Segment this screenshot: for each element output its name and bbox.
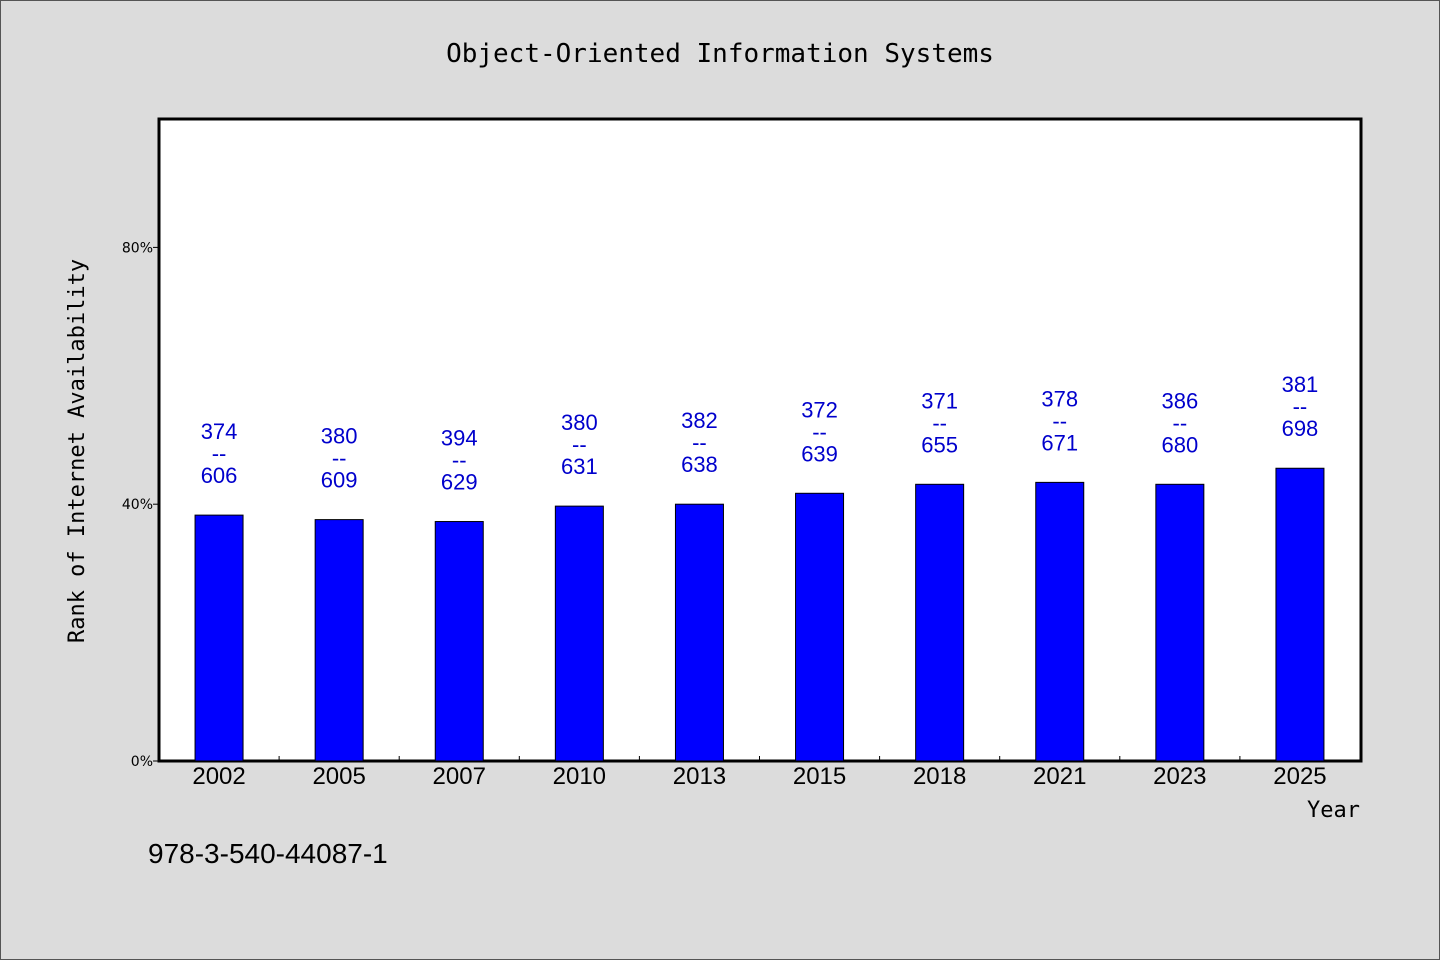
data-label: 655 bbox=[921, 432, 958, 457]
x-tick-label: 2007 bbox=[433, 763, 486, 790]
y-tick-label: 40% bbox=[122, 497, 153, 513]
data-label: -- bbox=[212, 441, 227, 466]
x-tick-label: 2018 bbox=[913, 763, 966, 790]
data-label: -- bbox=[332, 446, 347, 471]
data-label: 698 bbox=[1282, 416, 1319, 441]
data-label: 606 bbox=[201, 463, 238, 488]
data-label: 371 bbox=[921, 388, 958, 413]
data-label: -- bbox=[812, 419, 827, 444]
data-label: 629 bbox=[441, 470, 478, 495]
bar bbox=[554, 505, 604, 762]
data-label: 381 bbox=[1282, 372, 1319, 397]
data-label: -- bbox=[1293, 394, 1308, 419]
data-label: 386 bbox=[1161, 388, 1198, 413]
data-label: 631 bbox=[561, 454, 598, 479]
x-tick-label: 2010 bbox=[553, 763, 606, 790]
bar bbox=[795, 492, 845, 762]
data-label: 609 bbox=[321, 468, 358, 493]
bar bbox=[674, 503, 724, 762]
x-tick-label: 2013 bbox=[673, 763, 726, 790]
data-label: 394 bbox=[441, 426, 478, 451]
y-tick-label: 0% bbox=[131, 754, 153, 770]
data-label: 638 bbox=[681, 452, 718, 477]
data-label: 372 bbox=[801, 397, 838, 422]
data-label: 680 bbox=[1161, 432, 1198, 457]
data-label: 382 bbox=[681, 408, 718, 433]
x-tick-label: 2023 bbox=[1153, 763, 1206, 790]
data-label: -- bbox=[1173, 410, 1188, 435]
bar bbox=[1155, 483, 1205, 762]
x-tick-label: 2025 bbox=[1273, 763, 1326, 790]
data-label: 374 bbox=[201, 419, 238, 444]
bar bbox=[194, 514, 244, 762]
bar bbox=[915, 483, 965, 762]
data-label: -- bbox=[932, 410, 947, 435]
data-label: -- bbox=[692, 430, 707, 455]
x-tick-label: 2015 bbox=[793, 763, 846, 790]
data-label: 671 bbox=[1041, 430, 1078, 455]
data-label: 380 bbox=[561, 410, 598, 435]
bar bbox=[1035, 481, 1085, 762]
data-label: 639 bbox=[801, 441, 838, 466]
data-label: -- bbox=[572, 432, 587, 457]
data-label: 380 bbox=[321, 424, 358, 449]
bar bbox=[1275, 467, 1325, 762]
data-label: -- bbox=[452, 448, 467, 473]
x-tick-label: 2021 bbox=[1033, 763, 1086, 790]
footnote-isbn: 978-3-540-44087-1 bbox=[148, 838, 388, 869]
data-label: -- bbox=[1052, 408, 1067, 433]
data-label: 378 bbox=[1041, 386, 1078, 411]
bar bbox=[434, 521, 484, 762]
x-axis-label: Year bbox=[1307, 798, 1360, 823]
chart-marks: 0%40%80%2002374--6062005380--6092007394-… bbox=[122, 240, 1327, 790]
y-axis-label: Rank of Internet Availability bbox=[65, 259, 90, 643]
x-tick-label: 2005 bbox=[312, 763, 365, 790]
bar bbox=[314, 519, 364, 762]
x-tick-label: 2002 bbox=[192, 763, 245, 790]
y-tick-label: 80% bbox=[122, 240, 153, 256]
chart-title: Object-Oriented Information Systems bbox=[446, 39, 994, 69]
